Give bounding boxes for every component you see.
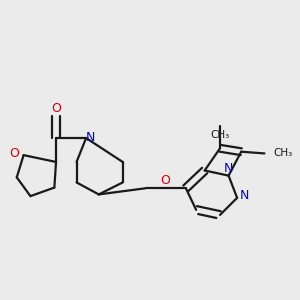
Text: O: O — [160, 174, 170, 187]
Text: N: N — [224, 162, 233, 175]
Text: CH₃: CH₃ — [210, 130, 230, 140]
Text: O: O — [51, 102, 61, 115]
Text: N: N — [239, 189, 249, 202]
Text: O: O — [9, 147, 19, 160]
Text: CH₃: CH₃ — [273, 148, 292, 158]
Text: N: N — [86, 130, 96, 143]
